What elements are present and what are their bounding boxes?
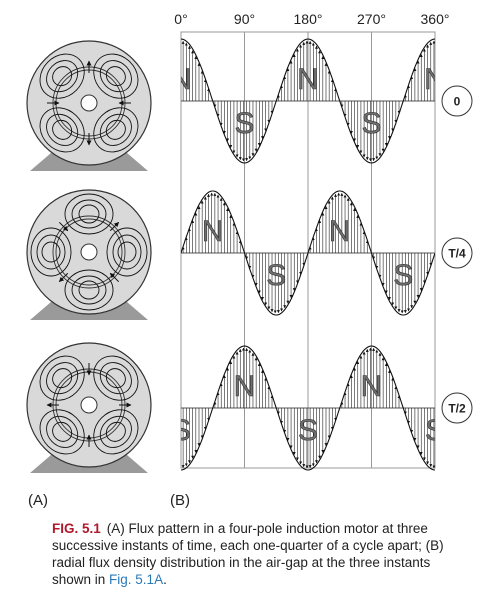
flux-loop xyxy=(36,234,66,270)
flux-loop xyxy=(93,53,139,99)
motor-flux-diagrams xyxy=(26,40,152,473)
flux-loop xyxy=(105,66,126,87)
shaft xyxy=(80,94,98,112)
flux-loop xyxy=(46,415,79,448)
degree-label: 0° xyxy=(174,11,187,27)
flux-lines xyxy=(30,193,148,311)
flux-direction-arrow xyxy=(109,221,120,232)
south-pole-letter: S xyxy=(266,259,286,292)
caption-label: FIG. 5.1 xyxy=(52,521,101,536)
flux-density-waveforms: N S N S N N S N S S N S N S xyxy=(170,31,446,471)
waveform-row: N S N S xyxy=(181,190,435,316)
flux-loop xyxy=(99,362,132,395)
degree-label: 90° xyxy=(234,11,255,27)
flux-loop xyxy=(71,199,107,229)
flux-direction-arrow xyxy=(58,221,69,232)
time-instant-labels: 0 T/4 T/2 xyxy=(441,85,473,424)
figure: N S N S N N S N S S N S N S 0° 90° 180° 270° 360° 0 T/4 T/2 xyxy=(26,11,473,473)
time-label-circle xyxy=(441,392,473,424)
flux-loop xyxy=(41,241,61,263)
flux-loop xyxy=(64,269,114,311)
figure-caption: FIG. 5.1 (A) Flux pattern in a four-pole … xyxy=(52,520,472,588)
panel-label-a: (A) xyxy=(28,492,48,509)
waveform-row: S N S N S xyxy=(171,345,445,471)
flux-loop xyxy=(52,119,73,140)
flux-loop xyxy=(78,204,100,224)
north-pole-letter: N xyxy=(202,215,224,248)
flux-loop xyxy=(93,409,139,455)
north-pole-letter: N xyxy=(329,215,351,248)
flux-loop xyxy=(99,60,132,93)
south-pole-letter: S xyxy=(298,414,318,447)
degree-axis-labels: 0° 90° 180° 270° 360° xyxy=(174,11,449,27)
flux-loop xyxy=(106,227,148,277)
degree-label: 270° xyxy=(357,11,386,27)
caption-text: (A) Flux pattern in a four-pole inductio… xyxy=(52,521,444,587)
flux-loop xyxy=(99,415,132,448)
flux-loop xyxy=(105,119,126,140)
flux-loop xyxy=(93,107,139,153)
degree-label: 360° xyxy=(421,11,450,27)
south-pole-letter: S xyxy=(393,259,413,292)
flux-lines xyxy=(39,53,139,153)
motor-cross-section xyxy=(26,40,152,171)
flux-loop xyxy=(64,193,114,235)
south-pole-letter: S xyxy=(234,107,254,140)
degree-label: 180° xyxy=(294,11,323,27)
flux-loop xyxy=(52,368,73,389)
flux-loop xyxy=(46,60,79,93)
flux-loop xyxy=(117,241,137,263)
north-pole-letter: N xyxy=(424,63,446,96)
flux-density-curve xyxy=(181,190,435,316)
north-pole-letter: N xyxy=(361,370,383,403)
flux-direction-arrow xyxy=(109,272,120,283)
flux-loop xyxy=(52,421,73,442)
flux-loop xyxy=(105,368,126,389)
flux-loop xyxy=(93,355,139,401)
airgap-inner xyxy=(55,218,123,286)
caption-figure-link[interactable]: Fig. 5.1A xyxy=(109,572,164,587)
flux-loop xyxy=(30,227,72,277)
caption-end: . xyxy=(163,572,167,587)
flux-loop xyxy=(39,53,85,99)
flux-loop xyxy=(105,421,126,442)
south-pole-letter: S xyxy=(171,414,191,447)
flux-loop xyxy=(112,234,142,270)
panel-label-b: (B) xyxy=(170,492,190,509)
time-label: T/2 xyxy=(448,402,466,416)
shaft xyxy=(80,396,98,414)
north-pole-letter: N xyxy=(234,370,256,403)
flux-loop xyxy=(46,362,79,395)
time-label: T/4 xyxy=(448,247,466,261)
flux-loop xyxy=(39,107,85,153)
time-label-circle xyxy=(441,85,473,117)
flux-loop xyxy=(39,409,85,455)
airgap-outer xyxy=(52,215,126,289)
time-label: 0 xyxy=(454,95,461,109)
north-pole-letter: N xyxy=(170,63,192,96)
flux-lines xyxy=(39,355,139,455)
north-pole-letter: N xyxy=(297,63,319,96)
shaft xyxy=(80,243,98,261)
flux-loop xyxy=(71,275,107,305)
motor-cross-section xyxy=(26,342,152,473)
time-label-circle xyxy=(441,237,473,269)
flux-loop xyxy=(46,113,79,146)
waveform-row: N S N S N xyxy=(170,38,446,164)
south-pole-letter: S xyxy=(361,107,381,140)
flux-loop xyxy=(39,355,85,401)
south-pole-letter: S xyxy=(425,414,445,447)
flux-loop xyxy=(99,113,132,146)
motor-cross-section xyxy=(26,189,152,320)
flux-direction-arrow xyxy=(58,272,69,283)
flux-loop xyxy=(52,66,73,87)
flux-loop xyxy=(78,280,100,300)
